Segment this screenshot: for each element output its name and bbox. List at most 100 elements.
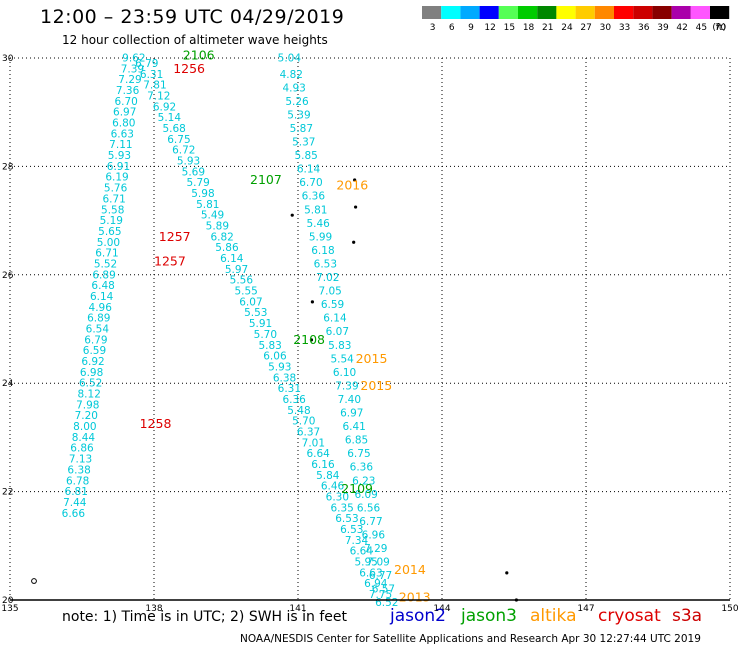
lat-tick-label: 20 <box>2 596 14 606</box>
swh-value: 6.07 <box>239 296 262 308</box>
swh-value: 6.36 <box>302 191 326 203</box>
legend-label: 15 <box>504 23 515 33</box>
swh-value: 6.14 <box>323 313 347 325</box>
circle-marker <box>31 578 37 584</box>
swh-value: 6.14 <box>90 291 114 303</box>
swh-value: 7.40 <box>338 394 361 406</box>
track-c: 5.044.824.935.265.395.875.375.856.146.70… <box>278 53 399 610</box>
swh-value: 7.05 <box>318 286 341 298</box>
swh-value: 6.41 <box>342 421 365 433</box>
swh-value: 5.91 <box>249 318 272 330</box>
swh-value: 5.55 <box>234 286 257 298</box>
pass-number-label: 2014 <box>394 562 426 577</box>
swh-value: 6.82 <box>210 231 233 243</box>
lat-tick-label: 30 <box>2 54 14 64</box>
swh-value: 5.19 <box>100 215 123 227</box>
swh-value: 5.37 <box>292 137 315 149</box>
satellite-s3a: s3a <box>672 606 703 626</box>
swh-tracks: 9.627.397.297.366.706.976.806.637.115.93… <box>62 53 399 610</box>
swh-value: 6.86 <box>70 443 94 455</box>
legend-swatch <box>518 6 538 19</box>
satellite-altika: altika <box>530 606 577 626</box>
lon-tick-label: 144 <box>433 604 450 614</box>
swh-value: 7.34 <box>345 535 369 547</box>
swh-value: 7.12 <box>147 90 170 102</box>
swh-value: 6.52 <box>79 378 102 390</box>
swh-value: 6.63 <box>111 128 134 140</box>
swh-value: 6.16 <box>311 459 335 471</box>
swh-value: 5.69 <box>182 166 205 178</box>
swh-value: 6.85 <box>345 435 368 447</box>
swh-value: 6.80 <box>112 118 135 130</box>
pass-number-label: 2016 <box>336 177 368 192</box>
swh-value: 6.53 <box>340 524 363 536</box>
lat-tick-label: 24 <box>2 379 14 389</box>
axis-tick-labels: 135 138 141 144 147 150 20 22 24 26 28 30 <box>1 54 738 614</box>
swh-value: 5.54 <box>330 353 354 365</box>
legend-swatch <box>594 6 614 19</box>
legend-swatch <box>498 6 518 19</box>
swh-value: 6.89 <box>92 269 115 281</box>
swh-value: 5.98 <box>191 188 214 200</box>
satellite-jason2: jason2 <box>390 606 446 626</box>
legend-swatch <box>479 6 499 19</box>
swh-value: 6.98 <box>80 367 103 379</box>
swh-value: 6.77 <box>359 516 382 528</box>
units-note: note: 1) Time is in UTC; 2) SWH is in fe… <box>62 609 348 625</box>
swh-value: 5.86 <box>215 242 239 254</box>
swh-value: 7.29 <box>364 543 387 555</box>
swh-value: 6.59 <box>83 345 106 357</box>
swh-value: 6.70 <box>299 177 322 189</box>
pass-number-label: 1258 <box>140 416 172 431</box>
swh-value: 6.78 <box>66 475 89 487</box>
swh-value: 8.44 <box>72 432 96 444</box>
swh-value: 5.83 <box>328 340 351 352</box>
swh-value: 6.31 <box>278 383 301 395</box>
swh-value: 7.44 <box>63 497 87 509</box>
track-b: 6.796.317.817.126.925.145.686.756.725.93… <box>135 58 392 601</box>
swh-value: 8.12 <box>78 389 101 401</box>
swh-value: 6.53 <box>335 513 358 525</box>
swh-value: 6.35 <box>330 502 353 514</box>
swh-value: 5.70 <box>254 329 277 341</box>
legend-swatch <box>537 6 557 19</box>
swh-value: 5.14 <box>158 112 182 124</box>
swh-value: 5.00 <box>97 237 120 249</box>
pass-number-label: 2108 <box>293 332 325 347</box>
swh-value: 6.14 <box>220 253 244 265</box>
legend-label: 6 <box>449 23 455 33</box>
swh-value: 9.62 <box>122 53 145 65</box>
pass-number-label: 2109 <box>341 481 373 496</box>
swh-value: 5.52 <box>94 258 117 270</box>
legend-label: 30 <box>600 23 612 33</box>
swh-value: 6.92 <box>153 101 176 113</box>
pass-number-label: 1256 <box>173 61 205 76</box>
swh-value: 7.01 <box>302 437 325 449</box>
lon-tick-label: 135 <box>1 604 18 614</box>
swh-value: 6.89 <box>87 313 110 325</box>
lon-tick-label: 147 <box>577 604 594 614</box>
swh-value: 6.59 <box>321 299 344 311</box>
legend-unit: (ft) <box>712 23 726 33</box>
pass-number-label: 2015 <box>360 378 392 393</box>
lat-tick-label: 26 <box>2 271 14 281</box>
lat-tick-label: 28 <box>2 162 14 172</box>
swh-value: 5.49 <box>201 210 224 222</box>
chart-title: 12:00 – 23:59 UTC 04/29/2019 <box>40 6 345 28</box>
chart-subtitle: 12 hour collection of altimeter wave hei… <box>62 33 328 47</box>
swh-value: 6.23 <box>352 475 375 487</box>
swh-value: 5.97 <box>225 264 248 276</box>
swh-value: 7.29 <box>118 74 141 86</box>
swh-value: 5.26 <box>285 96 309 108</box>
lon-tick-label: 141 <box>289 604 306 614</box>
pass-number-label: 2106 <box>183 47 215 62</box>
swh-value: 6.97 <box>113 107 136 119</box>
swh-value: 5.84 <box>316 470 340 482</box>
swh-value: 7.75 <box>369 589 392 601</box>
swh-value: 6.79 <box>84 334 107 346</box>
swh-value: 6.06 <box>263 351 287 363</box>
legend-swatch <box>460 6 480 19</box>
swh-value: 5.87 <box>290 123 313 135</box>
swh-value: 6.71 <box>95 248 118 260</box>
map-frame <box>10 58 730 600</box>
